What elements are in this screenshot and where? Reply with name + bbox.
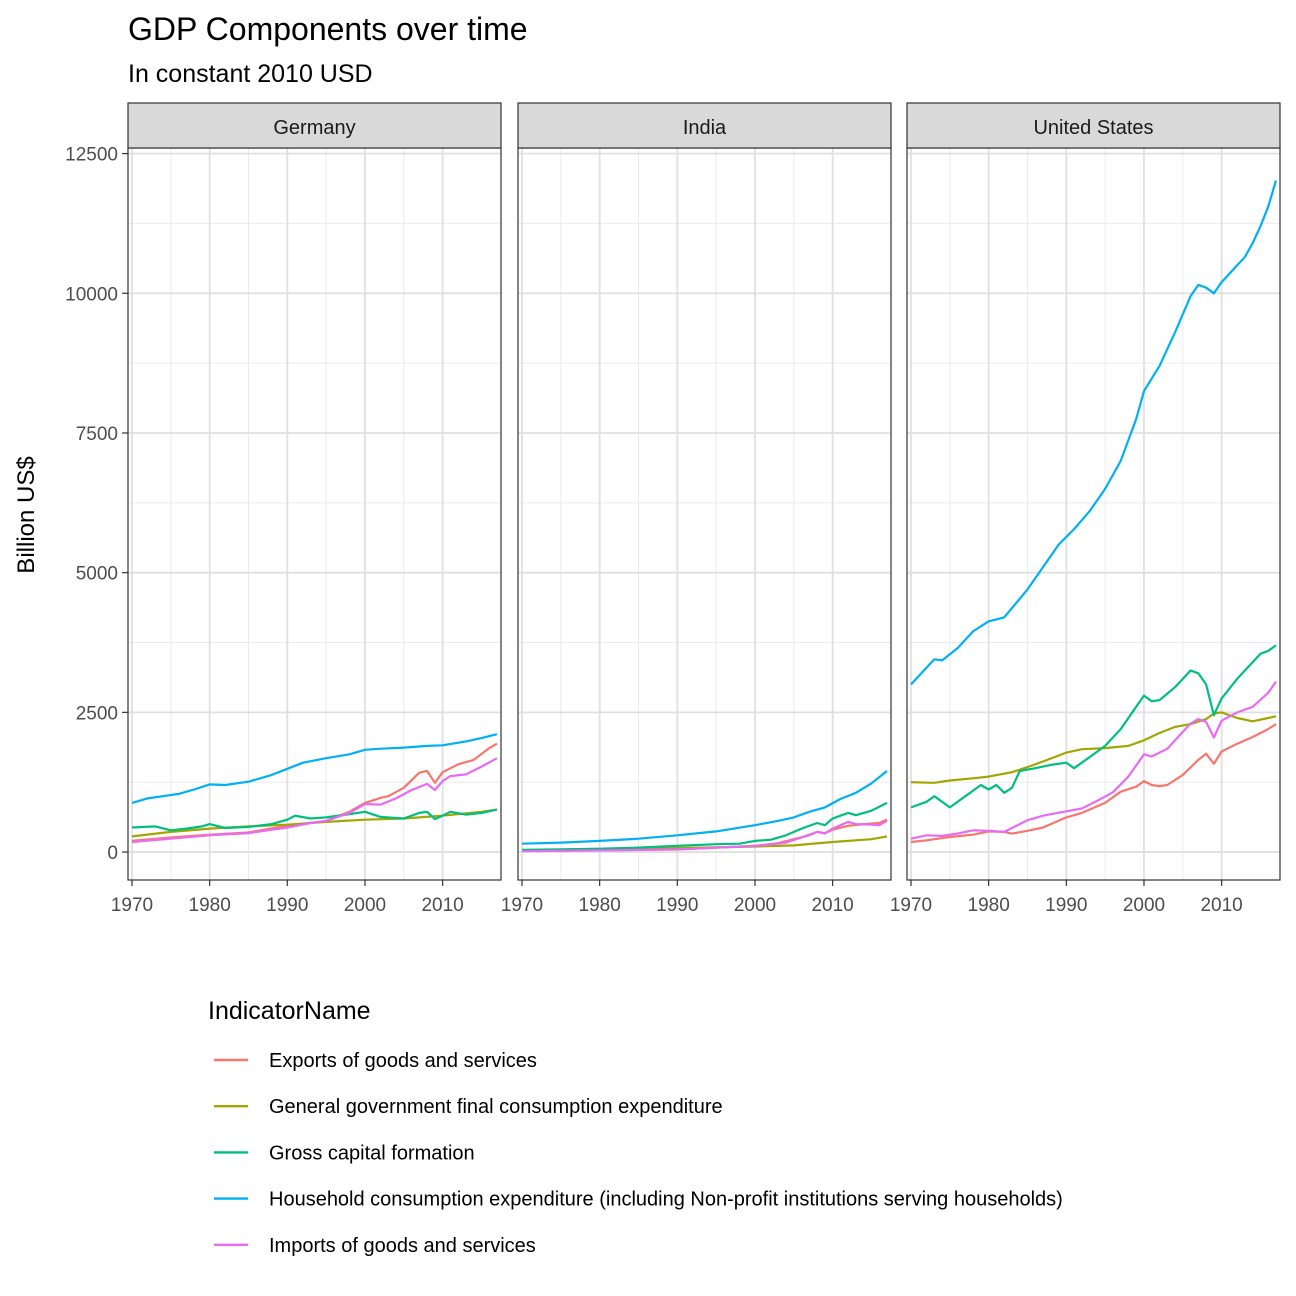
y-tick-label: 12500 xyxy=(65,145,118,166)
facet-strip xyxy=(906,102,1281,149)
legend-item-exports-of-goods-and-services: Exports of goods and services xyxy=(214,1050,537,1072)
panel-germany: Germany 1970 1980 1990 2000 2010 xyxy=(111,102,502,916)
facet-strip xyxy=(127,102,502,149)
facet-strip-label: India xyxy=(683,117,727,139)
y-tick-label: 2500 xyxy=(76,703,118,724)
legend-label: Exports of goods and services xyxy=(269,1050,537,1072)
legend-title: IndicatorName xyxy=(208,997,371,1025)
facet-strip xyxy=(517,102,892,149)
x-tick-label: 1990 xyxy=(1045,895,1087,916)
series-line-gross-capital-formation xyxy=(131,808,498,832)
panel-background xyxy=(907,148,1280,880)
legend-item-general-government-final-consumption-exp: General government final consumption exp… xyxy=(214,1096,723,1118)
legend-label: Gross capital formation xyxy=(269,1142,475,1164)
series-line-gross-capital-formation xyxy=(521,801,888,851)
series-line-imports-of-goods-and-services xyxy=(131,757,498,844)
series-line-gross-capital-formation xyxy=(910,644,1277,809)
x-tick-label: 2000 xyxy=(1123,895,1165,916)
x-tick-label: 2010 xyxy=(1200,895,1242,916)
x-tick-label: 2010 xyxy=(421,895,463,916)
chart-subtitle: In constant 2010 USD xyxy=(128,60,373,88)
x-tick-label: 1970 xyxy=(501,895,543,916)
series-line-general-government-final-consumption-exp xyxy=(910,711,1277,784)
panel-india: India 1970 1980 1990 2000 2010 xyxy=(501,102,892,916)
series-line-household-consumption-expenditure-includ xyxy=(521,770,888,845)
facet-panels: Germany 1970 1980 1990 2000 2010 India 1970 1980… xyxy=(111,102,1281,916)
x-tick-label: 1980 xyxy=(579,895,621,916)
chart-title: GDP Components over time xyxy=(128,11,528,47)
legend-item-imports-of-goods-and-services: Imports of goods and services xyxy=(214,1235,536,1257)
panel-background xyxy=(128,148,501,880)
x-tick-label: 1980 xyxy=(189,895,231,916)
series-line-household-consumption-expenditure-includ xyxy=(910,180,1278,686)
legend-item-household-consumption-expenditure-includ: Household consumption expenditure (inclu… xyxy=(214,1189,1063,1211)
x-tick-label: 1990 xyxy=(656,895,698,916)
legend: IndicatorName Exports of goods and servi… xyxy=(208,997,1063,1257)
panel-background xyxy=(518,148,891,880)
x-tick-label: 2000 xyxy=(734,895,776,916)
x-tick-label: 2010 xyxy=(811,895,853,916)
facet-strip-label: United States xyxy=(1033,117,1153,139)
legend-items: Exports of goods and services General gov… xyxy=(214,1050,1063,1257)
panel-united-states: United States 1970 1980 1990 2000 2010 xyxy=(890,102,1281,916)
x-tick-label: 1980 xyxy=(968,895,1010,916)
y-tick-label: 7500 xyxy=(76,424,118,445)
legend-label: General government final consumption exp… xyxy=(269,1096,723,1118)
y-tick-label: 10000 xyxy=(65,284,118,305)
x-tick-label: 2000 xyxy=(344,895,386,916)
x-tick-label: 1970 xyxy=(890,895,932,916)
series-line-imports-of-goods-and-services xyxy=(910,680,1277,840)
x-tick-label: 1990 xyxy=(266,895,308,916)
legend-item-gross-capital-formation: Gross capital formation xyxy=(214,1142,475,1164)
legend-label: Household consumption expenditure (inclu… xyxy=(269,1189,1063,1211)
x-tick-label: 1970 xyxy=(111,895,153,916)
y-axis-label: Billion US$ xyxy=(13,456,40,573)
facet-strip-label: Germany xyxy=(273,117,355,139)
legend-label: Imports of goods and services xyxy=(269,1235,536,1257)
series-line-household-consumption-expenditure-includ xyxy=(131,733,498,804)
y-tick-label: 5000 xyxy=(76,564,118,585)
y-tick-label: 0 xyxy=(107,843,118,864)
y-axis: 0 2500 5000 7500 10000 12500 xyxy=(65,145,128,864)
series-line-imports-of-goods-and-services xyxy=(521,819,888,853)
